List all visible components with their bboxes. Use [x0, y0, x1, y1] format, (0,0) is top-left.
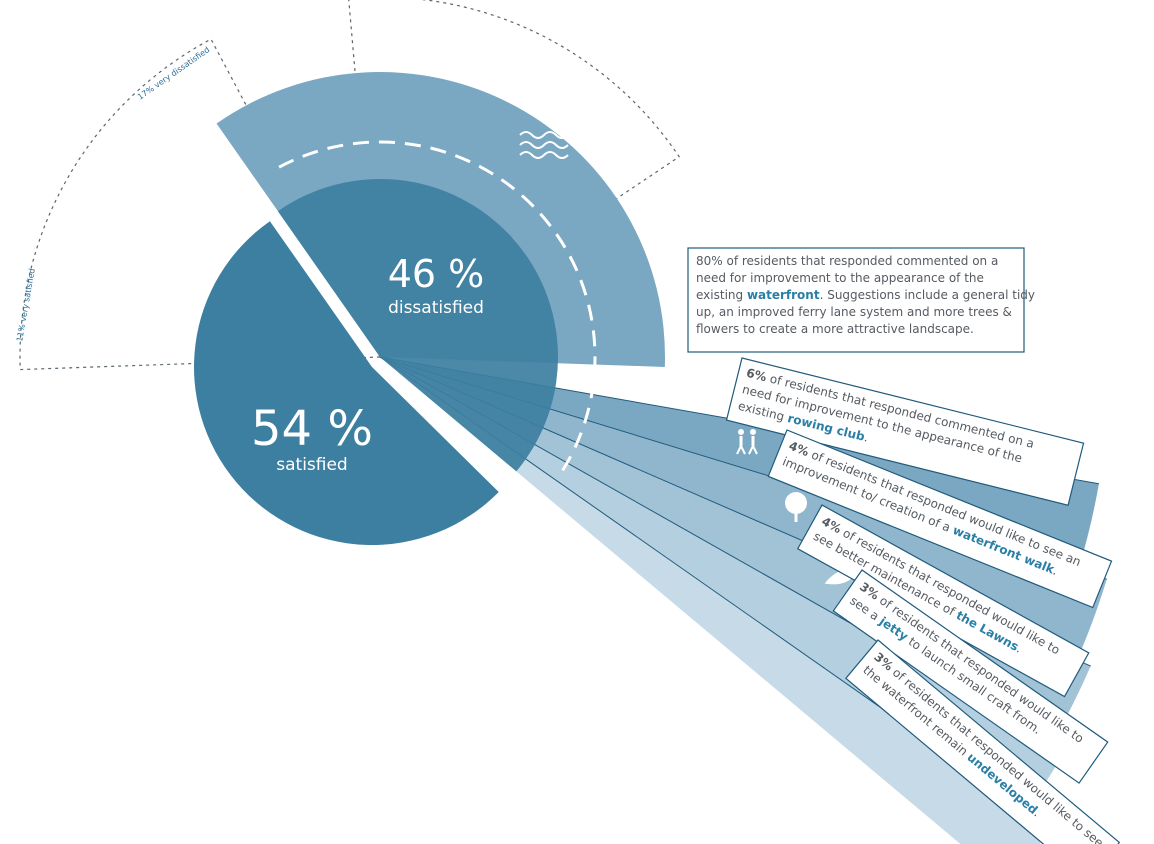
very-dissatisfied-guide — [348, 0, 680, 359]
dissatisfied-dashed-arc — [278, 140, 597, 479]
annotation-line: flowers to create a more attractive land… — [696, 322, 974, 336]
ray-undeveloped — [380, 357, 1052, 844]
walkers-icon — [736, 429, 758, 455]
annotation-box — [725, 357, 1085, 506]
annotation-line: up, an improved ferry lane system and mo… — [696, 305, 1012, 319]
annotation-box — [832, 569, 1109, 784]
dissatisfied-inner-slice — [277, 179, 558, 472]
satisfied-percent: 54 % — [251, 401, 373, 457]
annotation-box — [845, 639, 1121, 844]
satisfied-slice — [193, 221, 499, 546]
dissatisfied-percent: 46 % — [388, 252, 485, 296]
dissatisfied-label: dissatisfied — [388, 298, 484, 318]
annotation-box — [767, 429, 1113, 609]
oars-icon — [684, 364, 722, 398]
annotation-line: existing waterfront. Suggestions include… — [696, 288, 1035, 302]
annotation-box — [687, 247, 1025, 353]
waves-icon — [519, 131, 569, 159]
tree-icon — [785, 492, 807, 522]
annotation-line: 80% of residents that responded commente… — [696, 254, 998, 268]
pie-slices — [193, 71, 666, 546]
annotation-waterfront: 80% of residents that responded commente… — [687, 247, 1035, 353]
very-dissatisfied-label: 17% very dissatisfied — [136, 45, 211, 102]
annotation-line: need for improvement to the appearance o… — [696, 271, 984, 285]
satisfied-label: satisfied — [276, 455, 347, 475]
very-satisfied-guides — [19, 0, 680, 371]
very-satisfied-guide — [19, 38, 381, 371]
very-satisfied-label: 11% very satisfied — [15, 268, 37, 343]
